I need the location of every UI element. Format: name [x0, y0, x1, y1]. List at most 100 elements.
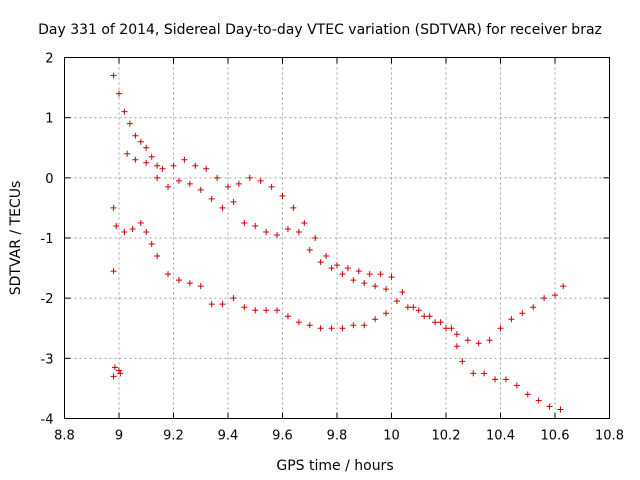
data-point: [334, 262, 340, 269]
data-point: [132, 132, 139, 139]
data-point: [252, 222, 259, 229]
data-point: [355, 268, 362, 275]
data-point: [110, 268, 117, 275]
data-point: [453, 343, 460, 350]
data-point: [274, 231, 281, 238]
data-point: [560, 283, 567, 290]
data-point: [117, 370, 124, 377]
data-point: [312, 235, 319, 241]
data-point: [383, 286, 390, 293]
data-point: [175, 277, 182, 284]
y-tick-label: 0: [45, 172, 53, 187]
data-point: [372, 316, 379, 323]
data-point: [541, 295, 548, 302]
data-point: [546, 403, 553, 410]
chart-title: Day 331 of 2014, Sidereal Day-to-day VTE…: [38, 22, 602, 38]
data-point: [143, 159, 150, 166]
x-tick-labels: 8.8 9 9.2 9.4 9.6 9.8 10 10.2 10.4 10.6 10.8: [54, 429, 624, 444]
data-point: [361, 322, 368, 329]
data-point: [143, 228, 150, 235]
x-tick-label: 9: [115, 429, 123, 444]
data-point: [432, 319, 439, 326]
data-point: [557, 406, 564, 413]
data-point: [241, 219, 248, 226]
x-tick-label: 10.6: [541, 429, 570, 444]
data-point: [192, 162, 199, 169]
data-point: [154, 253, 161, 260]
data-point: [113, 222, 120, 229]
data-point: [186, 180, 193, 187]
data-point: [464, 337, 471, 344]
data-point: [328, 325, 335, 332]
data-point: [524, 391, 531, 398]
data-point: [399, 289, 406, 296]
data-point: [137, 219, 144, 226]
data-point: [492, 376, 499, 383]
data-point: [372, 283, 379, 290]
data-point: [257, 177, 264, 184]
data-point: [170, 162, 177, 169]
data-point: [459, 358, 466, 365]
data-point: [263, 307, 270, 314]
data-point: [124, 150, 131, 157]
x-tick-label: 9.2: [163, 429, 184, 444]
data-point: [508, 316, 515, 323]
axis-ticks: [64, 57, 610, 419]
data-point: [470, 370, 477, 377]
data-point: [453, 331, 460, 338]
x-tick-label: 9.4: [218, 429, 239, 444]
data-point: [214, 174, 221, 181]
y-tick-labels: 2 1 0 -1 -2 -3 -4: [41, 52, 54, 428]
data-point: [437, 319, 444, 326]
data-point: [295, 228, 302, 235]
data-point: [415, 307, 422, 314]
data-point: [535, 397, 542, 404]
data-point: [175, 177, 182, 184]
data-point: [137, 138, 144, 145]
data-point: [246, 174, 253, 181]
y-tick-label: 2: [45, 52, 53, 67]
data-point: [339, 271, 346, 278]
data-point: [274, 307, 281, 314]
data-point: [219, 301, 226, 308]
data-point: [129, 225, 136, 232]
x-tick-label: 8.8: [54, 429, 75, 444]
data-point: [306, 247, 313, 254]
data-point: [350, 277, 357, 284]
data-point: [421, 313, 428, 320]
data-point: [116, 367, 122, 374]
data-point: [126, 120, 133, 127]
data-point: [366, 271, 373, 278]
data-point: [344, 265, 351, 272]
data-point: [241, 304, 248, 311]
y-tick-label: 1: [45, 112, 53, 127]
x-tick-label: 10.4: [486, 429, 515, 444]
data-point: [159, 165, 166, 172]
data-point: [519, 310, 526, 317]
data-point: [116, 90, 122, 97]
data-point: [132, 156, 139, 163]
data-point: [426, 313, 433, 320]
data-point: [154, 174, 161, 181]
data-point: [143, 144, 150, 151]
data-point: [111, 364, 118, 371]
data-point: [393, 298, 400, 305]
data-point: [552, 292, 558, 299]
data-point: [443, 325, 449, 332]
data-point: [377, 271, 384, 278]
data-point: [197, 186, 204, 193]
data-point: [383, 310, 390, 317]
data-point: [328, 265, 335, 272]
data-point: [219, 204, 226, 211]
grid: [64, 57, 610, 419]
data-point: [165, 183, 172, 190]
data-point: [197, 283, 204, 290]
data-point: [148, 153, 155, 160]
data-point: [148, 241, 155, 248]
data-points: [110, 72, 567, 413]
data-point: [279, 192, 286, 199]
data-point: [252, 307, 259, 314]
data-point: [448, 325, 455, 332]
data-point: [165, 271, 172, 278]
data-point: [301, 219, 308, 226]
